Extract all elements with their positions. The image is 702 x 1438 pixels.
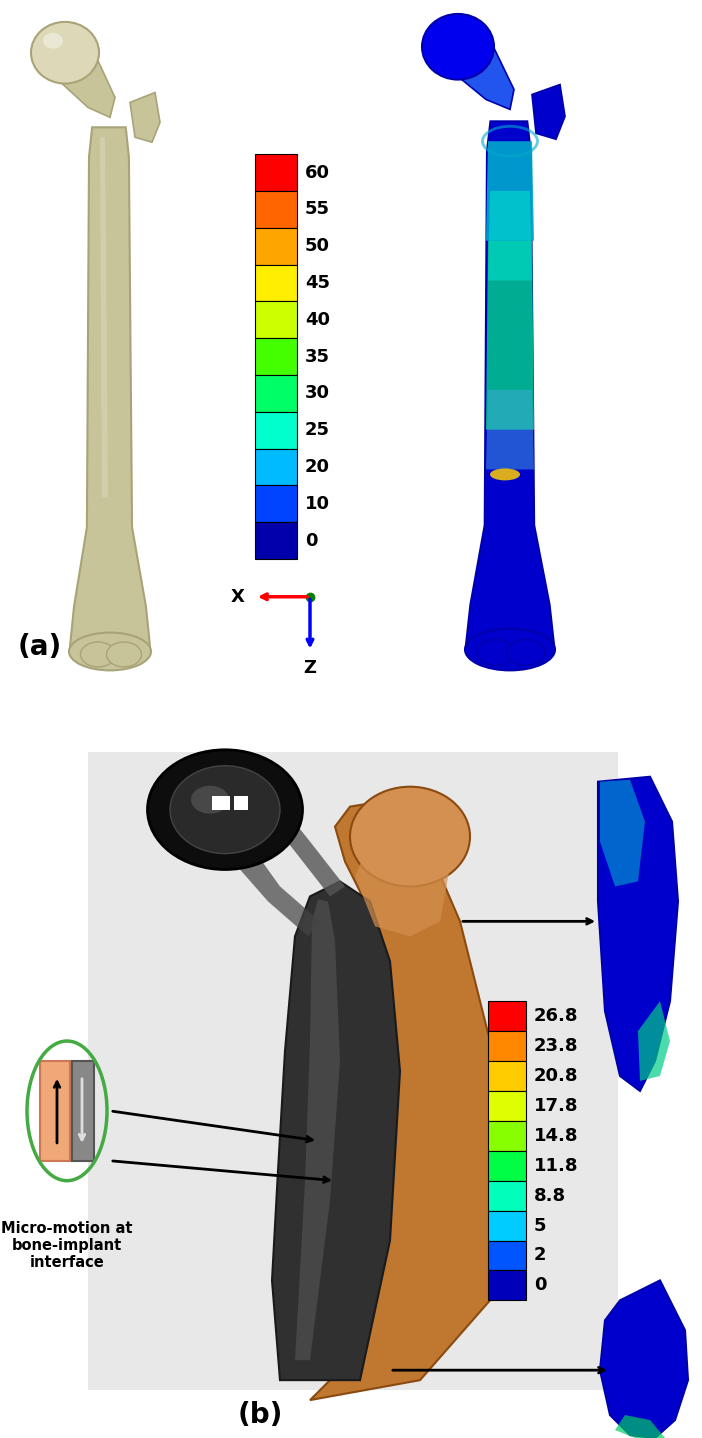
Ellipse shape — [477, 640, 515, 666]
Polygon shape — [486, 240, 534, 430]
Bar — [40, 1061, 70, 1160]
Bar — [255, 191, 297, 227]
Polygon shape — [295, 899, 340, 1360]
Text: 11.8: 11.8 — [534, 1156, 578, 1175]
Ellipse shape — [170, 766, 280, 854]
Polygon shape — [240, 851, 320, 936]
Text: 10: 10 — [305, 495, 330, 513]
Text: Z: Z — [303, 660, 317, 677]
Text: 0: 0 — [534, 1277, 546, 1294]
Polygon shape — [130, 92, 160, 142]
Bar — [255, 227, 297, 265]
Bar — [72, 1061, 94, 1160]
Text: (b): (b) — [237, 1401, 283, 1429]
Bar — [488, 1091, 526, 1120]
Polygon shape — [615, 1415, 665, 1438]
Text: 23.8: 23.8 — [534, 1037, 578, 1055]
Bar — [255, 449, 297, 486]
Bar — [255, 154, 297, 191]
Text: 14.8: 14.8 — [534, 1127, 578, 1145]
Ellipse shape — [422, 14, 494, 79]
Polygon shape — [100, 137, 108, 498]
Polygon shape — [434, 20, 514, 109]
Polygon shape — [486, 390, 534, 469]
Bar — [88, 752, 618, 1391]
Text: 30: 30 — [305, 384, 330, 403]
Polygon shape — [600, 1280, 688, 1438]
Polygon shape — [272, 881, 400, 1380]
Text: 17.8: 17.8 — [534, 1097, 578, 1114]
Text: 55: 55 — [305, 200, 330, 219]
Text: 26.8: 26.8 — [534, 1007, 578, 1025]
Bar — [488, 1001, 526, 1031]
Polygon shape — [600, 779, 645, 886]
Bar — [488, 1211, 526, 1241]
Text: 20.8: 20.8 — [534, 1067, 578, 1084]
Text: 25: 25 — [305, 421, 330, 439]
Text: 50: 50 — [305, 237, 330, 255]
Text: 40: 40 — [305, 311, 330, 329]
Ellipse shape — [81, 641, 116, 667]
Ellipse shape — [507, 640, 545, 666]
Ellipse shape — [43, 33, 63, 49]
Ellipse shape — [490, 469, 520, 480]
Polygon shape — [466, 121, 554, 660]
Ellipse shape — [350, 787, 470, 886]
Bar — [255, 522, 297, 559]
Polygon shape — [532, 85, 565, 139]
Ellipse shape — [31, 22, 99, 83]
Bar — [255, 411, 297, 449]
Polygon shape — [275, 817, 345, 896]
Bar — [255, 338, 297, 375]
Bar — [255, 486, 297, 522]
Polygon shape — [38, 27, 115, 118]
Text: 5: 5 — [534, 1217, 546, 1235]
Ellipse shape — [147, 749, 303, 870]
Bar — [488, 1061, 526, 1091]
Bar — [212, 795, 230, 810]
Ellipse shape — [69, 633, 151, 670]
Text: 20: 20 — [305, 457, 330, 476]
Text: Micro-motion at
bone-implant
interface: Micro-motion at bone-implant interface — [1, 1221, 133, 1270]
Bar — [234, 795, 248, 810]
Ellipse shape — [191, 785, 229, 814]
Bar — [255, 265, 297, 302]
Text: 45: 45 — [305, 275, 330, 292]
Text: 35: 35 — [305, 348, 330, 365]
Bar — [488, 1181, 526, 1211]
Bar — [255, 302, 297, 338]
Bar — [488, 1031, 526, 1061]
Bar — [255, 375, 297, 411]
Bar — [488, 1241, 526, 1270]
Bar — [488, 1270, 526, 1300]
Polygon shape — [638, 1001, 670, 1081]
Ellipse shape — [107, 641, 142, 667]
Polygon shape — [310, 801, 510, 1401]
Text: (a): (a) — [18, 633, 62, 660]
Text: 60: 60 — [305, 164, 330, 181]
Text: X: X — [231, 588, 245, 605]
Polygon shape — [488, 191, 532, 280]
Bar — [488, 1120, 526, 1150]
Bar — [488, 1150, 526, 1181]
Text: 2: 2 — [534, 1247, 546, 1264]
Text: 0: 0 — [305, 532, 317, 549]
Polygon shape — [355, 817, 450, 936]
Polygon shape — [70, 128, 150, 661]
Ellipse shape — [465, 628, 555, 670]
Text: 8.8: 8.8 — [534, 1186, 566, 1205]
Polygon shape — [486, 141, 534, 240]
Polygon shape — [598, 777, 678, 1091]
